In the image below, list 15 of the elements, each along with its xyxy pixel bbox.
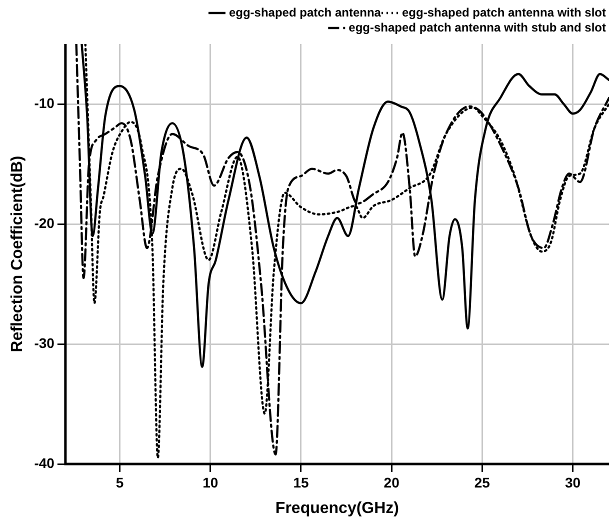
y-tick-label: -20 bbox=[34, 214, 55, 231]
x-tick-label: 25 bbox=[474, 474, 490, 490]
x-tick-label: 15 bbox=[293, 474, 309, 490]
x-tick-label: 20 bbox=[384, 474, 400, 490]
x-tick-label: 30 bbox=[564, 474, 581, 490]
y-axis-title: Reflection Coefficient(dB) bbox=[9, 156, 26, 352]
legend-label: egg-shaped patch antenna with slot bbox=[402, 5, 606, 20]
x-tick-label: 10 bbox=[202, 474, 218, 490]
legend-label: egg-shaped patch antenna bbox=[228, 5, 382, 20]
y-tick-label: -30 bbox=[34, 334, 55, 351]
y-tick-label: -40 bbox=[34, 454, 55, 471]
x-axis-title: Frequency(GHz) bbox=[275, 500, 400, 517]
legend-label: egg-shaped patch antenna with stub and slot bbox=[348, 20, 606, 34]
y-tick-label: -10 bbox=[34, 94, 55, 111]
x-tick-label: 5 bbox=[116, 474, 124, 490]
